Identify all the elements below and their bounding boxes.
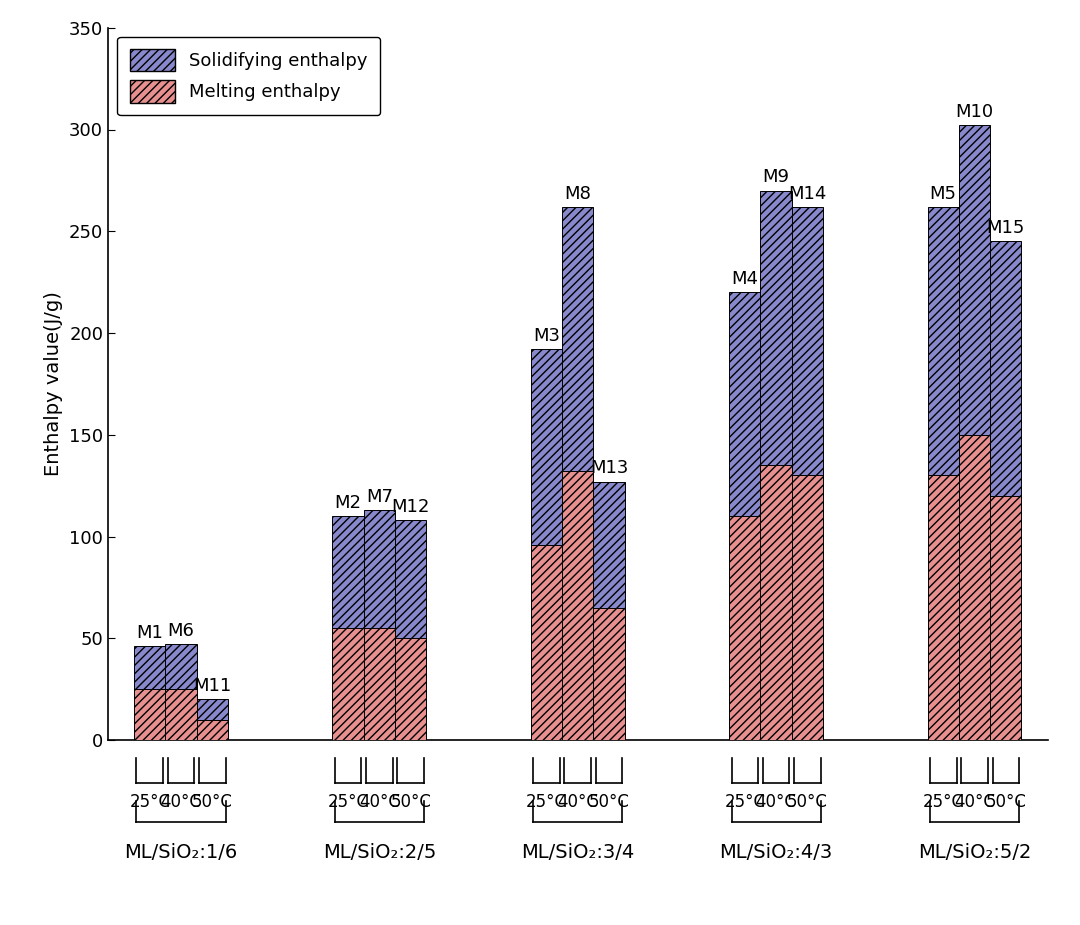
Text: 40°C: 40°C — [954, 794, 995, 811]
Bar — [594, 482, 624, 740]
Text: M10: M10 — [956, 104, 994, 121]
Text: ML/SiO₂:3/4: ML/SiO₂:3/4 — [522, 844, 634, 862]
Text: ML/SiO₂:4/3: ML/SiO₂:4/3 — [719, 844, 833, 862]
Text: M3: M3 — [532, 327, 559, 345]
Text: 25°C: 25°C — [725, 794, 766, 811]
Text: ML/SiO₂:2/5: ML/SiO₂:2/5 — [323, 844, 436, 862]
Text: M2: M2 — [335, 494, 362, 512]
Bar — [990, 241, 1022, 740]
Bar — [928, 207, 959, 740]
Text: 40°C: 40°C — [756, 794, 797, 811]
Text: 50°C: 50°C — [589, 794, 630, 811]
Text: 50°C: 50°C — [192, 794, 233, 811]
Bar — [928, 475, 959, 740]
Legend: Solidifying enthalpy, Melting enthalpy: Solidifying enthalpy, Melting enthalpy — [117, 37, 380, 115]
Text: ML/SiO₂:5/2: ML/SiO₂:5/2 — [918, 844, 1031, 862]
Text: M14: M14 — [788, 185, 826, 203]
Bar — [792, 475, 823, 740]
Bar — [364, 628, 395, 740]
Bar — [364, 510, 395, 740]
Bar — [562, 472, 593, 740]
Bar — [134, 689, 165, 740]
Text: M7: M7 — [366, 488, 393, 506]
Bar — [990, 496, 1022, 740]
Text: M12: M12 — [392, 499, 430, 516]
Text: M1: M1 — [136, 624, 163, 642]
Text: M8: M8 — [565, 185, 591, 203]
Text: 25°C: 25°C — [130, 794, 171, 811]
Text: 40°C: 40°C — [557, 794, 598, 811]
Text: ML/SiO₂:1/6: ML/SiO₂:1/6 — [124, 844, 238, 862]
Text: M13: M13 — [590, 460, 629, 477]
Bar — [333, 516, 364, 740]
Text: M9: M9 — [762, 168, 789, 187]
Bar — [395, 638, 427, 740]
Bar — [165, 689, 197, 740]
Bar — [333, 628, 364, 740]
Text: M6: M6 — [167, 623, 194, 640]
Bar — [530, 545, 562, 740]
Bar — [530, 350, 562, 740]
Bar — [792, 207, 823, 740]
Bar — [729, 292, 760, 740]
Text: 50°C: 50°C — [390, 794, 431, 811]
Bar — [959, 126, 990, 740]
Bar — [197, 699, 228, 740]
Text: M4: M4 — [731, 270, 758, 289]
Bar — [959, 435, 990, 740]
Bar — [562, 207, 593, 740]
Text: M15: M15 — [987, 219, 1025, 238]
Text: M11: M11 — [193, 677, 231, 696]
Text: 40°C: 40°C — [161, 794, 202, 811]
Bar — [395, 520, 427, 740]
Text: 25°C: 25°C — [327, 794, 368, 811]
Text: 25°C: 25°C — [526, 794, 567, 811]
Bar — [134, 647, 165, 740]
Y-axis label: Enthalpy value(J/g): Enthalpy value(J/g) — [44, 291, 64, 476]
Bar — [165, 645, 197, 740]
Text: 40°C: 40°C — [359, 794, 400, 811]
Text: 25°C: 25°C — [922, 794, 963, 811]
Bar — [197, 720, 228, 740]
Bar — [760, 191, 792, 740]
Text: 50°C: 50°C — [985, 794, 1026, 811]
Bar — [594, 608, 624, 740]
Text: M5: M5 — [930, 185, 957, 203]
Bar — [760, 465, 792, 740]
Bar — [729, 516, 760, 740]
Text: 50°C: 50°C — [787, 794, 828, 811]
